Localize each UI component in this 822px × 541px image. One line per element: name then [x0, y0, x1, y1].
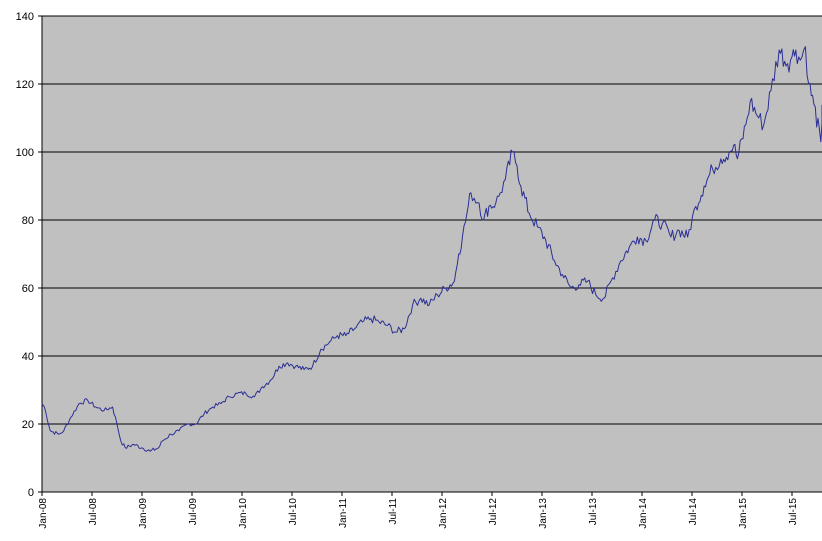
- x-tick-label: Jul-12: [488, 498, 499, 526]
- plot-area: [42, 16, 822, 492]
- x-tick-label: Jan-08: [38, 498, 49, 529]
- y-tick-label: 40: [22, 351, 34, 363]
- x-tick-label: Jan-09: [138, 498, 149, 529]
- x-tick-label: Jul-09: [188, 498, 199, 526]
- y-tick-label: 140: [16, 11, 34, 23]
- x-tick-labels: Jan-08 Jul-08 Jan-09 Jul-09 Jan-10 Jul-10 Jan-…: [38, 492, 799, 529]
- y-tick-label: 60: [22, 283, 34, 295]
- x-tick-label: Jan-12: [438, 498, 449, 529]
- x-tick-label: Jul-11: [388, 498, 399, 525]
- x-tick-label: Jul-10: [288, 498, 299, 526]
- y-tick-label: 0: [28, 487, 34, 499]
- x-tick-label: Jan-10: [238, 498, 249, 529]
- series-line: [41, 46, 822, 452]
- y-tick-labels: 0 20 40 60 80 100 120 140: [16, 11, 34, 499]
- x-tick-label: Jan-13: [538, 498, 549, 529]
- x-tick-label: Jul-15: [788, 498, 799, 526]
- gridlines: [38, 15, 822, 493]
- x-tick-label: Jan-15: [738, 498, 749, 529]
- x-tick-label: Jul-08: [88, 498, 99, 526]
- y-tick-label: 100: [16, 147, 34, 159]
- x-tick-label: Jan-11: [338, 498, 349, 528]
- y-tick-label: 120: [16, 79, 34, 91]
- x-tick-label: Jul-14: [688, 498, 699, 526]
- y-tick-label: 80: [22, 215, 34, 227]
- y-tick-label: 20: [22, 419, 34, 431]
- x-tick-label: Jul-13: [588, 498, 599, 526]
- x-tick-label: Jan-14: [638, 498, 649, 529]
